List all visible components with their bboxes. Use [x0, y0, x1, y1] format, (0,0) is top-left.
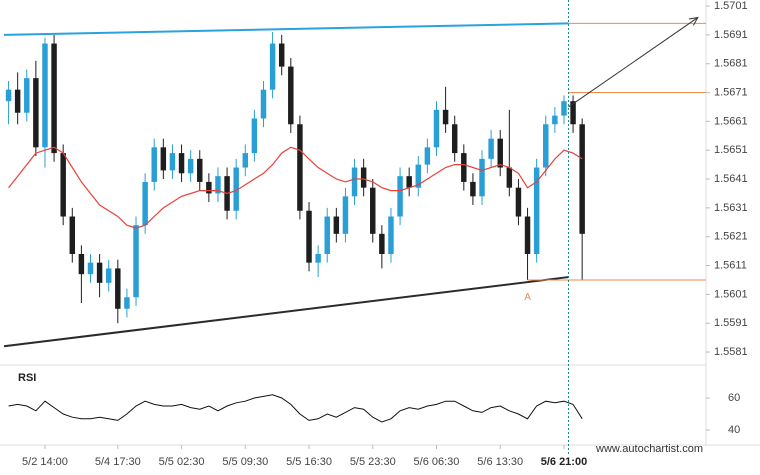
y-tick-label: 1.5611 [714, 259, 747, 271]
forecast-arrow [568, 17, 699, 108]
x-tick-label: 5/6 21:00 [541, 456, 587, 468]
candle-body [187, 158, 194, 174]
x-tick-label: 5/5 16:30 [286, 456, 332, 468]
candle-body [561, 101, 567, 116]
candle-body [543, 124, 549, 168]
candle-body [497, 138, 503, 168]
trendline [3, 22, 569, 36]
arrow-head [688, 16, 699, 26]
x-tick-label: 5/6 13:30 [477, 456, 523, 468]
candle-body [51, 43, 57, 154]
candle-body [278, 43, 285, 67]
x-tick-label: 5/5 02:30 [159, 456, 205, 468]
candle-body [269, 43, 276, 90]
y-tick-label: 1.5631 [714, 202, 748, 214]
moving-average [8, 146, 583, 229]
candle-body [370, 187, 376, 234]
candle-body [451, 124, 458, 154]
candle-body [24, 78, 30, 113]
rsi-tick-label: 60 [728, 392, 740, 404]
candle-body [324, 216, 330, 255]
x-tick-label: 5/6 06:30 [414, 456, 460, 468]
candle-body [533, 167, 540, 255]
candle-body [215, 176, 221, 194]
candle-body [479, 158, 485, 197]
candle-body [333, 216, 340, 234]
y-tick-label: 1.5691 [714, 29, 748, 41]
point-label: A [524, 292, 531, 303]
candle-body [288, 66, 294, 125]
candle-body [197, 158, 203, 182]
candle-body [315, 254, 321, 263]
candle-body [96, 262, 103, 283]
rsi-tick-label: 40 [728, 424, 740, 436]
y-tick-label: 1.5651 [714, 144, 748, 156]
candle-body [133, 225, 139, 298]
candle-body [260, 89, 267, 119]
candle-body [33, 78, 39, 148]
rsi-label: RSI [18, 372, 36, 384]
candle-body [169, 153, 176, 171]
y-tick-label: 1.5641 [714, 173, 748, 185]
candle-body [461, 153, 467, 182]
candle-body [124, 297, 130, 309]
candle-body [433, 109, 440, 148]
x-tick-label: 5/5 09:30 [222, 456, 268, 468]
y-tick-label: 1.5601 [714, 288, 748, 300]
candle-body [524, 216, 531, 255]
x-tick-label: 5/5 23:30 [350, 456, 396, 468]
candle-body [60, 153, 66, 217]
candle-body [87, 262, 94, 275]
candle-body [552, 115, 558, 125]
candle-body [515, 187, 522, 217]
candle-body [160, 147, 167, 171]
y-tick-label: 1.5661 [714, 115, 748, 127]
rsi-line [8, 394, 583, 423]
candle-body [379, 233, 385, 255]
candle-body [579, 124, 585, 234]
y-tick-label: 1.5701 [714, 0, 748, 12]
candle-body [388, 216, 394, 255]
candle-body [242, 153, 249, 168]
x-tick-label: 5/4 17:30 [95, 456, 141, 468]
y-tick-label: 1.5681 [714, 58, 748, 70]
candle-body [69, 216, 76, 255]
candle-body [415, 164, 422, 188]
candle-body [142, 181, 148, 226]
candle-body [424, 147, 431, 165]
x-tick-label: 5/2 14:00 [22, 456, 68, 468]
candle-body [360, 167, 367, 188]
trendline [3, 276, 569, 348]
candle-body [297, 124, 303, 211]
y-tick-label: 1.5621 [714, 231, 748, 243]
y-tick-label: 1.5671 [714, 86, 748, 98]
candle-body [442, 109, 449, 125]
candle-body [470, 181, 476, 197]
candle-body [5, 89, 12, 102]
candle-body [115, 268, 121, 309]
candle-body [42, 43, 48, 148]
candle-body [206, 181, 212, 194]
candle-body [105, 268, 112, 283]
candle-body [406, 176, 412, 188]
candle-body [488, 138, 494, 159]
candle-body [178, 153, 185, 174]
candle-body [78, 254, 85, 275]
y-tick-label: 1.5591 [714, 317, 748, 329]
candle-body [306, 210, 312, 263]
candle-body [570, 101, 576, 125]
y-tick-label: 1.5581 [714, 346, 748, 358]
candle-body [251, 118, 258, 154]
candle-body [233, 167, 239, 211]
footer: www.autochartist.com [595, 443, 703, 455]
candle-body [397, 176, 403, 217]
candle-body [351, 167, 358, 197]
candle-body [151, 147, 157, 182]
candle-body [14, 89, 21, 113]
candle-body [506, 167, 513, 188]
candle-body [342, 196, 349, 234]
